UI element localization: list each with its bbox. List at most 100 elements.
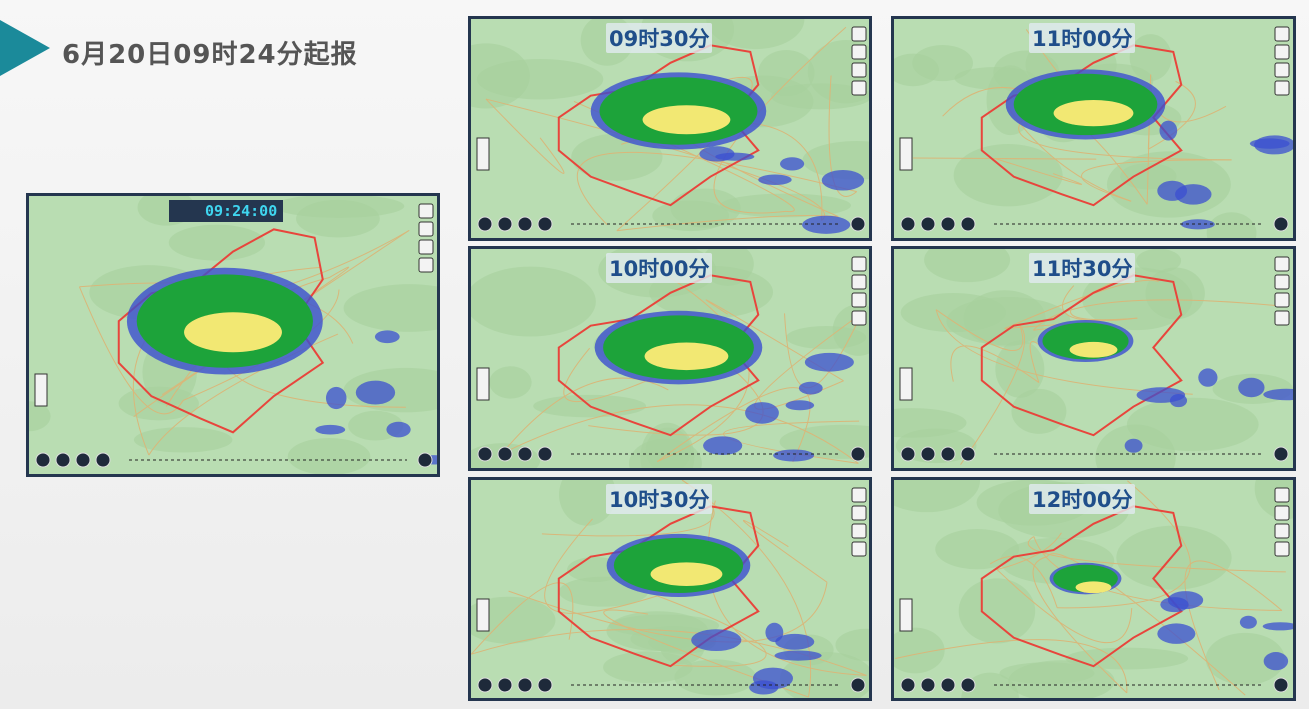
layer-button[interactable] — [1273, 677, 1289, 693]
rain-scatter — [775, 633, 815, 650]
playback-button[interactable] — [517, 446, 533, 462]
map-tool-button[interactable] — [1274, 523, 1290, 539]
map-tool-button[interactable] — [1274, 487, 1290, 503]
playback-button[interactable] — [940, 446, 956, 462]
road — [1004, 279, 1159, 329]
map-tool-button[interactable] — [1274, 505, 1290, 521]
map-tool-button[interactable] — [418, 221, 434, 237]
playback-button[interactable] — [477, 216, 493, 232]
terrain — [779, 652, 869, 698]
map-tool-button[interactable] — [851, 541, 867, 557]
playback-button[interactable] — [517, 677, 533, 693]
map-tool-button[interactable] — [418, 203, 434, 219]
playback-button[interactable] — [497, 216, 513, 232]
layer-button[interactable] — [850, 677, 866, 693]
map-tool-button[interactable] — [851, 487, 867, 503]
map-tool-button[interactable] — [1274, 62, 1290, 78]
playback-button[interactable] — [940, 677, 956, 693]
layer-button[interactable] — [417, 452, 433, 468]
playback-button[interactable] — [537, 677, 553, 693]
map-tool-button[interactable] — [418, 239, 434, 255]
playback-button[interactable] — [477, 446, 493, 462]
rain-scatter — [780, 157, 805, 171]
map-tool-button[interactable] — [851, 310, 867, 326]
playback-button[interactable] — [900, 677, 916, 693]
terrain — [1136, 249, 1182, 273]
road — [651, 265, 750, 463]
terrain — [771, 83, 869, 110]
playback-button[interactable] — [497, 677, 513, 693]
radar-map — [894, 249, 1293, 468]
rain-scatter — [691, 629, 742, 652]
zoom-control[interactable] — [899, 367, 913, 401]
road — [471, 582, 574, 655]
zoom-control[interactable] — [476, 598, 490, 632]
playback-button[interactable] — [920, 677, 936, 693]
playback-button[interactable] — [900, 216, 916, 232]
terrain — [1082, 267, 1193, 331]
map-tool-button[interactable] — [1274, 274, 1290, 290]
map-tool-button[interactable] — [1274, 310, 1290, 326]
rain-scatter — [1160, 597, 1189, 613]
playback-button[interactable] — [537, 216, 553, 232]
map-tool-button[interactable] — [1274, 292, 1290, 308]
road — [1057, 480, 1191, 609]
forecast-time-label: 10时00分 — [606, 253, 713, 283]
playback-button[interactable] — [55, 452, 71, 468]
map-tool-button[interactable] — [851, 80, 867, 96]
playback-button[interactable] — [95, 452, 111, 468]
rain-scatter — [1238, 377, 1265, 398]
map-tool-button[interactable] — [851, 505, 867, 521]
layer-button[interactable] — [850, 216, 866, 232]
map-tool-button[interactable] — [851, 256, 867, 272]
main-radar-panel: 09:24:00 — [26, 193, 440, 477]
map-tool-button[interactable] — [1274, 541, 1290, 557]
radar-map — [471, 249, 869, 468]
playback-button[interactable] — [35, 452, 51, 468]
map-tool-button[interactable] — [1274, 80, 1290, 96]
map-tool-button[interactable] — [851, 62, 867, 78]
zoom-control[interactable] — [476, 137, 490, 171]
playback-button[interactable] — [920, 216, 936, 232]
playback-button[interactable] — [960, 677, 976, 693]
playback-button[interactable] — [960, 216, 976, 232]
radar-map — [471, 19, 869, 238]
map-tool-button[interactable] — [1274, 256, 1290, 272]
rain-scatter — [1124, 438, 1143, 453]
forecast-time-label: 12时00分 — [1029, 484, 1136, 514]
rain-scatter — [315, 424, 346, 435]
forecast-panel: 11时00分 — [891, 16, 1296, 241]
zoom-control[interactable] — [476, 367, 490, 401]
rain-scatter — [749, 680, 779, 695]
terrain — [894, 53, 939, 87]
terrain — [1116, 525, 1232, 590]
layer-button[interactable] — [1273, 446, 1289, 462]
playback-button[interactable] — [497, 446, 513, 462]
map-tool-button[interactable] — [851, 274, 867, 290]
playback-button[interactable] — [960, 446, 976, 462]
playback-button[interactable] — [75, 452, 91, 468]
map-tool-button[interactable] — [851, 26, 867, 42]
playback-button[interactable] — [477, 677, 493, 693]
zoom-control[interactable] — [34, 373, 48, 407]
map-tool-button[interactable] — [1274, 26, 1290, 42]
playback-button[interactable] — [517, 216, 533, 232]
layer-button[interactable] — [1273, 216, 1289, 232]
road — [995, 158, 1083, 185]
zoom-control[interactable] — [899, 137, 913, 171]
playback-button[interactable] — [940, 216, 956, 232]
map-tool-button[interactable] — [1274, 44, 1290, 60]
layer-button[interactable] — [850, 446, 866, 462]
rain-scatter — [1198, 368, 1218, 387]
playback-button[interactable] — [537, 446, 553, 462]
map-tool-button[interactable] — [418, 257, 434, 273]
zoom-control[interactable] — [899, 598, 913, 632]
playback-button[interactable] — [900, 446, 916, 462]
road — [485, 98, 565, 174]
map-tool-button[interactable] — [851, 292, 867, 308]
rain-heavy — [1053, 100, 1134, 127]
map-tool-button[interactable] — [851, 44, 867, 60]
playback-button[interactable] — [920, 446, 936, 462]
map-tool-button[interactable] — [851, 523, 867, 539]
